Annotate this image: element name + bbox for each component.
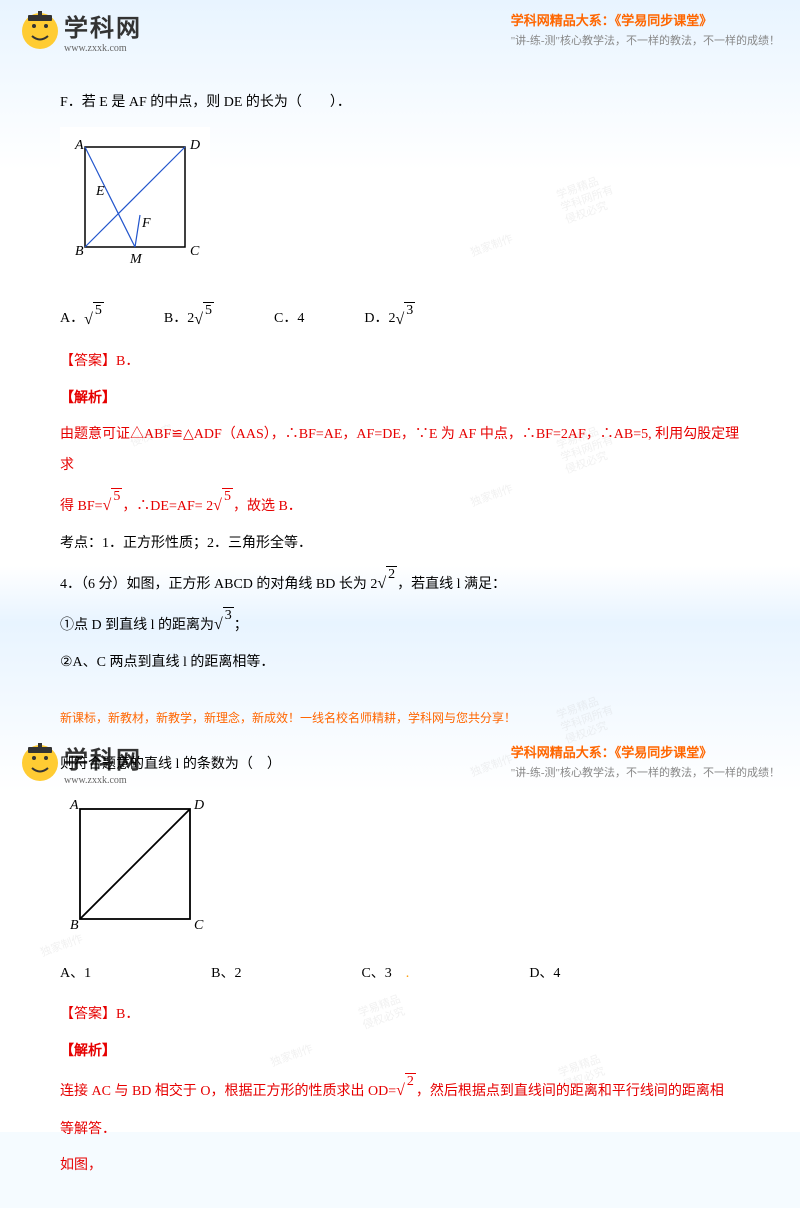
svg-text:A: A (74, 138, 84, 153)
header-series: 学科网精品大系：《学易同步课堂》 (511, 10, 780, 29)
svg-text:C: C (190, 244, 200, 259)
q4-sol2: 等解答． (60, 1115, 740, 1146)
svg-text:F: F (141, 216, 151, 231)
dot-icon: . (392, 959, 410, 990)
q4-jiexi: 【解析】 (60, 1037, 740, 1068)
svg-text:E: E (95, 184, 105, 199)
q4-sol1: 连接 AC 与 BD 相交于 O，根据正方形的性质求出 OD=√2，然后根据点到… (60, 1073, 740, 1108)
q3-stem: F．若 E 是 AF 的中点，则 DE 的长为（ ）． (60, 88, 740, 119)
q3-sol1: 由题意可证△ABF≌△ADF（AAS），∴BF=AE，AF=DE，∵E 为 AF… (60, 420, 740, 482)
q4-figure: A D B C (60, 794, 740, 947)
mid-banner: 新课标，新教材，新教学，新理念，新成效！一线名校名师精耕，学科网与您共分享！ (0, 709, 800, 726)
q4-c1: ①点 D 到直线 l 的距离为√3； (60, 607, 740, 642)
header-sub: "讲-练-测"核心教学法，不一样的教法，不一样的成绩！ (511, 32, 780, 48)
logo-icon (20, 11, 60, 51)
svg-text:B: B (75, 244, 84, 259)
q4-answer: 【答案】B． (60, 1000, 740, 1031)
q4-c2: ②A、C 两点到直线 l 的距离相等． (60, 648, 740, 679)
q4-options: A、1 B、2 C、3 . D、4 (60, 959, 740, 990)
logo-icon-2 (20, 743, 60, 783)
q4-sol3: 如图， (60, 1151, 740, 1182)
svg-text:B: B (70, 918, 79, 933)
logo: 学科网 www.zxxk.com (20, 8, 142, 54)
svg-text:C: C (194, 918, 204, 933)
logo-url: www.zxxk.com (64, 43, 142, 54)
q4-stem: 4．（6 分）如图，正方形 ABCD 的对角线 BD 长为 2√2，若直线 l … (60, 566, 740, 601)
svg-text:D: D (189, 138, 200, 153)
header-sub-2: "讲-练-测"核心教学法，不一样的教法，不一样的成绩！ (511, 764, 780, 780)
q3-answer: 【答案】B． (60, 347, 740, 378)
logo-main: 学科网 (64, 8, 142, 43)
q3-kd: 考点：1．正方形性质；2．三角形全等． (60, 529, 740, 560)
header-series-2: 学科网精品大系：《学易同步课堂》 (511, 742, 780, 761)
q3-sol2: 得 BF=√5，∴DE=AF= 2√5，故选 B． (60, 488, 740, 523)
q4-c3: 则符合题意的直线 l 的条数为（ ） (60, 750, 281, 781)
q3-options: A．√5 B．2√5 C．4 D．2√3 (60, 302, 740, 337)
svg-text:D: D (193, 798, 204, 813)
q3-jiexi: 【解析】 (60, 384, 740, 415)
svg-text:A: A (69, 798, 79, 813)
svg-text:M: M (129, 252, 143, 267)
q3-figure: A D B C E F M (60, 127, 740, 290)
page-header: 学科网 www.zxxk.com 学科网精品大系：《学易同步课堂》 "讲-练-测… (0, 0, 800, 58)
